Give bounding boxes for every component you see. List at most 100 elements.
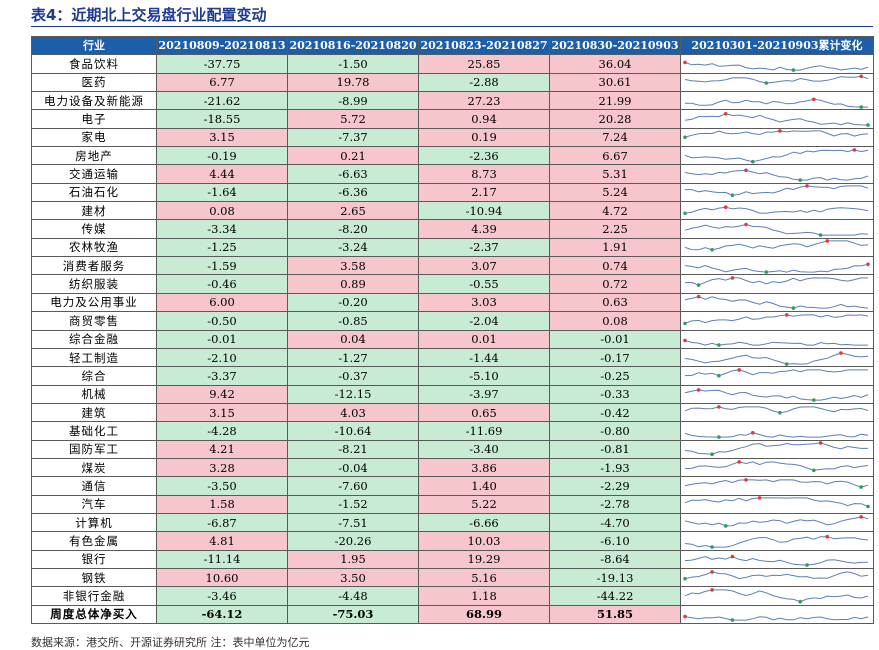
value-cell: -8.20: [287, 219, 419, 239]
table-row: 石油石化 -1.64 -6.36 2.17 5.24: [31, 182, 874, 203]
sparkline-max-marker: [818, 441, 823, 445]
cumulative-sparkline-cell: [680, 164, 874, 184]
industry-name: 国防军工: [31, 439, 157, 459]
table-row: 综合金融 -0.01 0.04 0.01 -0.01: [31, 329, 874, 349]
sparkline-max-marker: [825, 534, 830, 539]
sparkline-path: [684, 352, 869, 365]
value-cell: 0.65: [418, 402, 550, 423]
table-row: 商贸零售 -0.50 -0.85 -2.04 0.08: [31, 311, 874, 331]
value-cell: 4.21: [156, 439, 288, 459]
value-cell: -20.26: [287, 531, 419, 551]
sparkline-min-marker: [710, 545, 714, 549]
sparkline-max-marker: [757, 496, 762, 500]
value-cell: 4.44: [156, 164, 288, 184]
sparkline: [684, 74, 869, 86]
value-cell: 0.08: [156, 201, 288, 221]
cumulative-sparkline-cell: [680, 457, 874, 478]
cumulative-sparkline-cell: [680, 72, 874, 93]
sparkline-min-marker: [791, 68, 796, 72]
value-cell: 4.72: [549, 201, 681, 221]
table-row: 农林牧渔 -1.25 -3.24 -2.37 1.91: [31, 237, 874, 258]
sparkline-path: [684, 76, 869, 84]
sparkline-min-marker: [784, 361, 789, 366]
value-cell: -1.93: [549, 457, 681, 478]
industry-name: 综合: [31, 366, 157, 386]
value-cell: -3.24: [287, 237, 419, 258]
value-cell: 4.03: [287, 402, 419, 423]
sparkline-min-marker: [683, 576, 687, 581]
table-title: 表4：近期北上交易盘行业配置变动: [31, 6, 267, 24]
cumulative-sparkline-cell: [680, 109, 874, 129]
cumulative-sparkline-cell: [680, 237, 874, 258]
value-cell: -0.80: [549, 421, 681, 441]
sparkline-path: [684, 536, 869, 548]
sparkline-max-marker: [710, 569, 714, 574]
industry-name: 交通运输: [31, 164, 157, 184]
table-row: 有色金属 4.81 -20.26 10.03 -6.10: [31, 531, 874, 551]
sparkline-min-marker: [717, 373, 721, 378]
table-row: 汽车 1.58 -1.52 5.22 -2.78: [31, 494, 874, 514]
sparkline-path: [684, 432, 869, 438]
sparkline: [684, 295, 869, 311]
sparkline-path: [684, 479, 869, 488]
value-cell: 6.67: [549, 146, 681, 166]
value-cell: -7.51: [287, 512, 419, 533]
industry-name: 基础化工: [31, 421, 157, 441]
sparkline-max-marker: [730, 555, 735, 559]
value-cell: -0.17: [549, 347, 681, 368]
sparkline: [684, 534, 869, 549]
industry-name: 轻工制造: [31, 347, 157, 368]
value-cell: -3.97: [418, 384, 550, 404]
value-cell: 5.72: [287, 109, 419, 129]
cumulative-sparkline-cell: [680, 274, 874, 294]
value-cell: 2.65: [287, 201, 419, 221]
industry-name: 农林牧渔: [31, 237, 157, 258]
value-cell: -10.94: [418, 201, 550, 221]
value-cell: 36.04: [549, 54, 681, 74]
sparkline-max-marker: [723, 112, 728, 116]
value-cell: -5.10: [418, 366, 550, 386]
cumulative-sparkline-cell: [680, 146, 874, 166]
value-cell: -0.33: [549, 384, 681, 404]
table-row: 电力及公用事业 6.00 -0.20 3.03 0.63: [31, 292, 874, 313]
sparkline-max-marker: [744, 168, 748, 173]
value-cell: 27.23: [418, 91, 550, 111]
industry-name: 钢铁: [31, 567, 157, 588]
sparkline-min-marker: [683, 321, 687, 326]
value-cell: 4.39: [418, 219, 550, 239]
sparkline: [684, 459, 869, 472]
value-cell: 1.91: [549, 237, 681, 258]
value-cell: 1.40: [418, 476, 550, 496]
industry-name: 电力及公用事业: [31, 292, 157, 313]
industry-name: 传媒: [31, 219, 157, 239]
sparkline: [684, 147, 869, 164]
sparkline: [684, 404, 869, 415]
table-row: 交通运输 4.44 -6.63 8.73 5.31: [31, 164, 874, 184]
sparkline-max-marker: [696, 295, 701, 299]
value-cell: 0.21: [287, 146, 419, 166]
sparkline-path: [685, 185, 869, 197]
sparkline-max-marker: [683, 615, 687, 619]
value-cell: -1.59: [156, 256, 288, 276]
cumulative-sparkline-cell: [680, 531, 874, 551]
value-cell: -2.29: [549, 476, 681, 496]
table-row: 建筑 3.15 4.03 0.65 -0.42: [31, 402, 874, 423]
header-row: 行业 20210809-20210813 20210816-20210820 2…: [31, 35, 874, 56]
value-cell: 0.89: [287, 274, 419, 294]
sparkline: [683, 615, 869, 623]
value-cell: -1.50: [287, 54, 419, 74]
sparkline-path: [684, 571, 869, 579]
sparkline: [684, 496, 870, 509]
value-cell: -0.01: [549, 329, 681, 349]
value-cell: -0.37: [287, 366, 419, 386]
value-cell: 0.72: [549, 274, 681, 294]
table-row: 钢铁 10.60 3.50 5.16 -19.13: [31, 567, 874, 588]
sparkline-path: [684, 369, 868, 377]
value-cell: -8.21: [287, 439, 419, 459]
value-cell: -7.37: [287, 127, 419, 148]
sparkline: [684, 555, 869, 568]
sparkline-path: [684, 130, 869, 139]
cumulative-sparkline-cell: [680, 604, 874, 625]
sparkline: [683, 129, 869, 140]
value-cell: 1.58: [156, 494, 288, 514]
